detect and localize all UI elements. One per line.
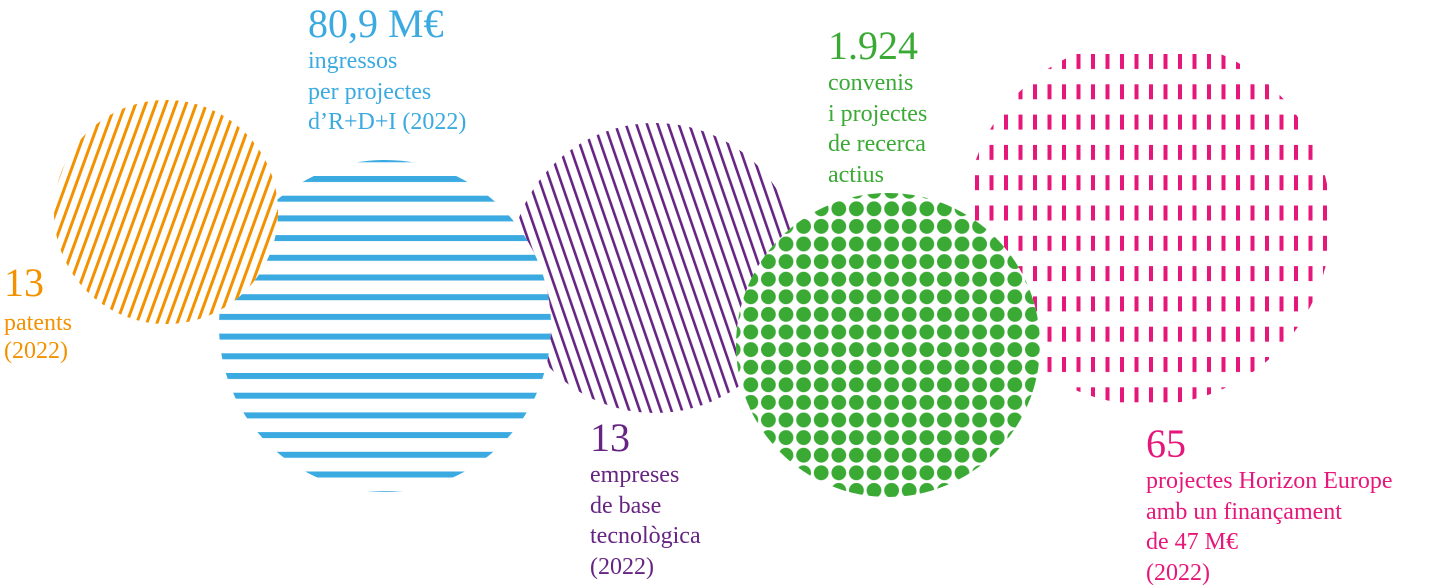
stat-value: 13 bbox=[4, 260, 44, 305]
stat-companies: 13 empreses de base tecnològica (2022) bbox=[590, 418, 701, 582]
stat-label: amb un finançament bbox=[1146, 498, 1342, 525]
circle-agreements bbox=[736, 193, 1040, 497]
stat-label: patents bbox=[4, 310, 72, 336]
stat-revenue: 80,9 M€ ingressos per projectes d’R+D+I … bbox=[308, 4, 466, 138]
stat-value: 13 bbox=[590, 415, 630, 460]
stat-label: per projectes bbox=[308, 78, 432, 105]
stat-value: 65 bbox=[1146, 421, 1186, 466]
stat-label: (2022) bbox=[1146, 559, 1210, 586]
circle-revenue bbox=[219, 160, 551, 492]
stat-label: tecnològica bbox=[590, 523, 701, 549]
stat-label: convenis bbox=[828, 70, 914, 96]
stat-label: projectes Horizon Europe bbox=[1146, 468, 1393, 494]
stat-agreements: 1.924 convenis i projectes de recerca ac… bbox=[828, 26, 927, 190]
stat-label: i projectes bbox=[828, 100, 928, 127]
stat-label: de base bbox=[590, 492, 662, 519]
stat-patents: 13 patents (2022) bbox=[4, 263, 72, 365]
circle-patents bbox=[54, 100, 278, 324]
stat-label: (2022) bbox=[4, 338, 68, 364]
stat-value: 80,9 M€ bbox=[308, 1, 444, 46]
stat-value: 1.924 bbox=[828, 23, 918, 68]
stat-horizon-europe: 65 projectes Horizon Europe amb un finan… bbox=[1146, 424, 1393, 588]
stat-label: de recerca bbox=[828, 131, 926, 157]
stat-label: d’R+D+I (2022) bbox=[308, 109, 467, 135]
stat-label: (2022) bbox=[590, 553, 654, 580]
stat-label: empreses bbox=[590, 462, 680, 488]
circle-horizon-europe bbox=[965, 39, 1331, 405]
stat-label: ingressos bbox=[308, 48, 398, 74]
stat-label: actius bbox=[828, 161, 884, 188]
circle-companies bbox=[510, 123, 800, 413]
stat-label: de 47 M€ bbox=[1146, 529, 1238, 555]
